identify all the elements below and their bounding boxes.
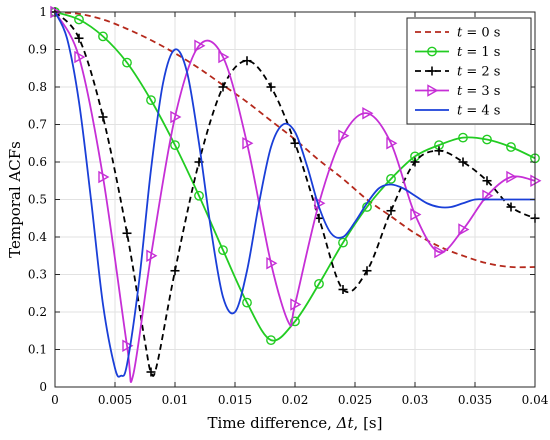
data-point [362, 266, 372, 276]
data-point [314, 278, 324, 289]
data-point [122, 57, 132, 68]
legend-marker [427, 66, 437, 76]
x-tick-label: 0.03 [402, 393, 429, 407]
x-tick-label: 0.015 [218, 393, 252, 407]
legend: t = 0 s t = 1 s t = 2 s t = 3 s t = 4 s [406, 17, 532, 125]
data-point [338, 285, 348, 294]
series-line [54, 11, 536, 383]
data-point [98, 170, 110, 184]
data-point [266, 335, 276, 346]
series-line [54, 11, 536, 342]
legend-label: t = 3 s [457, 84, 500, 99]
data-point [314, 213, 324, 223]
y-tick-label: 0.5 [28, 193, 47, 207]
y-tick-label: 0.2 [28, 305, 47, 319]
legend-label: t = 0 s [457, 26, 500, 41]
data-point [242, 56, 252, 66]
data-point [482, 189, 494, 202]
legend-entry: t = 1 s [415, 45, 500, 60]
data-point [482, 134, 492, 145]
data-point [338, 129, 350, 142]
y-tick-label: 0.1 [28, 343, 47, 357]
series-4 [54, 11, 535, 378]
data-point [410, 157, 420, 167]
data-point [482, 176, 492, 186]
data-point [218, 82, 228, 92]
x-tick-label: 0.02 [282, 393, 309, 407]
legend-entry: t = 3 s [415, 84, 500, 99]
data-point [170, 110, 182, 124]
data-point [506, 142, 516, 152]
data-point [170, 140, 180, 151]
data-point [98, 31, 108, 42]
data-point [194, 190, 204, 201]
data-point [458, 132, 468, 143]
y-tick-label: 1 [39, 5, 47, 19]
data-point [458, 157, 468, 167]
series-1 [50, 7, 540, 346]
legend-entry: t = 0 s [415, 26, 500, 41]
data-point [386, 173, 396, 184]
data-point [338, 237, 348, 248]
y-tick-label: 0.3 [28, 268, 47, 282]
x-axis-label: Time difference, Δt, [s] [208, 414, 383, 432]
series-0 [54, 11, 536, 269]
data-point [290, 138, 300, 148]
data-point [266, 82, 276, 92]
legend-label: t = 2 s [457, 65, 500, 80]
x-tick-label: 0.025 [338, 393, 372, 407]
y-tick-label: 0.7 [28, 118, 47, 132]
x-tick-label: 0.005 [98, 393, 132, 407]
series-line [54, 11, 536, 269]
data-point [386, 206, 396, 216]
legend-marker [427, 84, 439, 97]
data-point [290, 298, 302, 311]
y-tick-label: 0 [39, 380, 47, 394]
data-point [506, 170, 518, 184]
y-tick-label: 0.9 [28, 43, 47, 57]
data-point [218, 50, 230, 64]
data-point [74, 33, 84, 43]
legend-entry: t = 2 s [415, 65, 500, 80]
data-point [146, 249, 158, 262]
legend-entry: t = 4 s [415, 104, 500, 119]
x-tick-label: 0 [51, 393, 59, 407]
data-point [410, 208, 422, 221]
data-point [242, 297, 252, 308]
y-axis-label: Temporal ACFs [6, 141, 24, 258]
y-tick-label: 0.6 [28, 155, 47, 169]
legend-label: t = 1 s [457, 45, 500, 60]
y-tick-label: 0.4 [28, 230, 47, 244]
x-tick-label: 0.04 [522, 393, 549, 407]
data-point [458, 223, 470, 236]
data-point [266, 257, 278, 270]
legend-label: t = 4 s [457, 104, 500, 119]
data-point [506, 202, 516, 212]
legend-marker [427, 46, 437, 57]
x-tick-label: 0.035 [458, 393, 492, 407]
data-point [146, 95, 156, 106]
data-point [434, 146, 444, 156]
data-point [434, 245, 446, 259]
data-point [74, 50, 86, 64]
data-point [122, 228, 132, 238]
data-point [98, 112, 108, 122]
data-point [170, 266, 180, 276]
data-point [74, 14, 84, 25]
data-point [194, 39, 206, 52]
data-point [386, 137, 398, 150]
data-point [146, 367, 156, 377]
series-3 [50, 5, 542, 383]
series-layer [50, 5, 542, 383]
data-point [362, 107, 374, 120]
x-tick-label: 0.01 [162, 393, 189, 407]
data-point [122, 339, 134, 352]
data-point [242, 137, 254, 150]
series-line [54, 11, 535, 378]
data-point [290, 316, 300, 327]
y-tick-label: 0.8 [28, 80, 47, 94]
data-point [218, 245, 228, 256]
